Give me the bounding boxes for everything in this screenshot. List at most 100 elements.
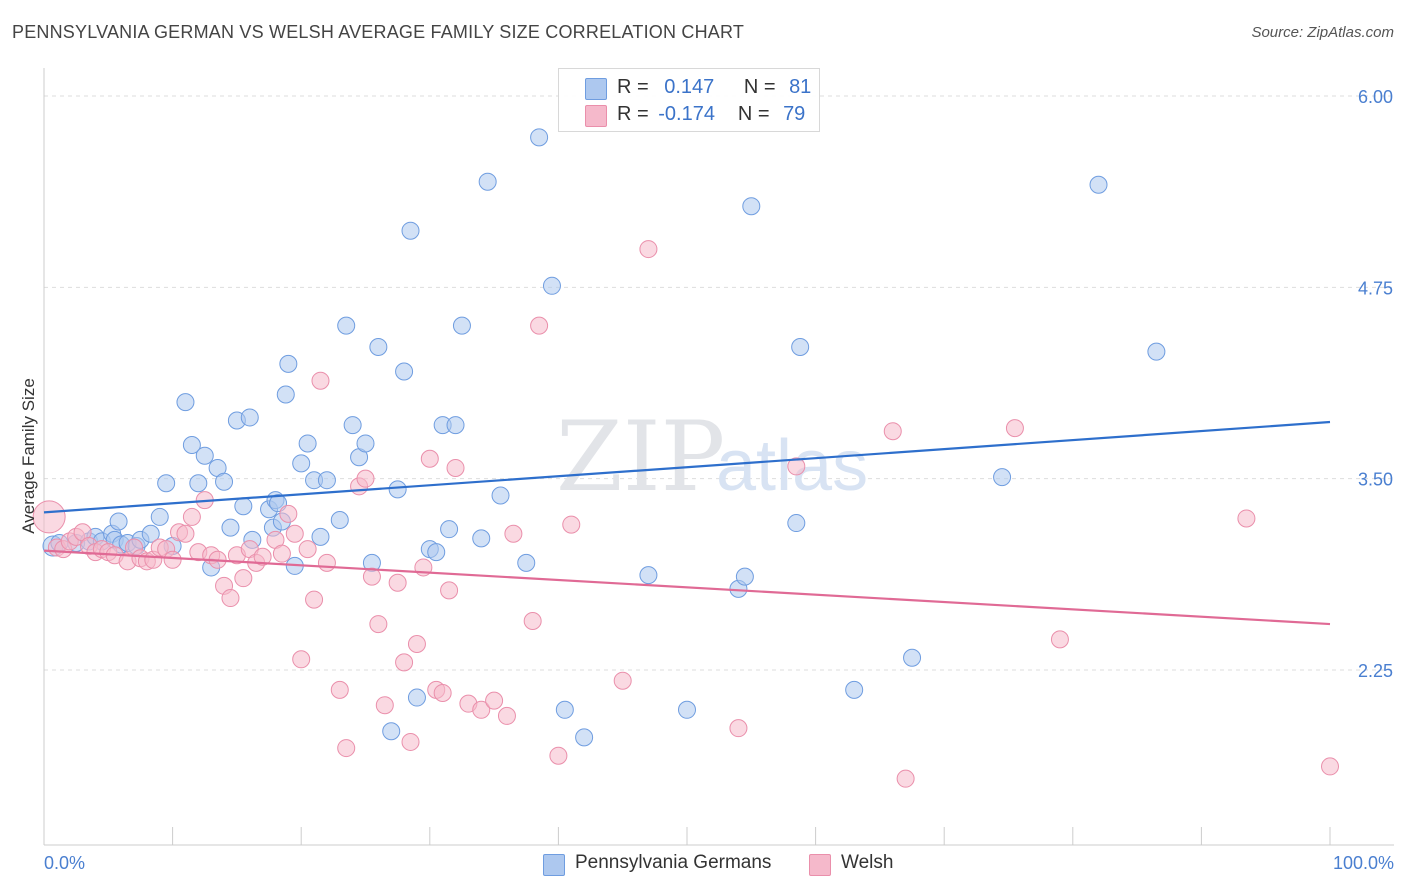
welsh-point bbox=[1005, 419, 1024, 438]
legend-r-value: -0.174 bbox=[658, 103, 715, 125]
welsh-point bbox=[285, 524, 304, 543]
y-tick-label: 3.50 bbox=[1358, 470, 1393, 490]
legend-r-value: 0.147 bbox=[664, 76, 715, 98]
pennsylvania-germans-point bbox=[517, 553, 536, 572]
pennsylvania-germans-point bbox=[150, 507, 169, 526]
bottom-legend-label: Welsh bbox=[841, 852, 894, 873]
welsh-point bbox=[369, 615, 388, 634]
y-axis-label: Average Family Size bbox=[19, 378, 38, 534]
welsh-point bbox=[497, 706, 516, 725]
pennsylvania-germans-point bbox=[382, 722, 401, 741]
pennsylvania-germans-point bbox=[221, 518, 240, 537]
pennsylvania-germans-point bbox=[678, 700, 696, 719]
welsh-point bbox=[182, 507, 201, 526]
welsh-point bbox=[530, 316, 549, 335]
pennsylvania-germans-point bbox=[330, 510, 349, 529]
welsh-point bbox=[298, 540, 317, 559]
y-tick-label: 4.75 bbox=[1358, 278, 1393, 298]
pennsylvania-germans-point bbox=[993, 468, 1012, 487]
pennsylvania-germans-point bbox=[575, 728, 594, 747]
pennsylvania-germans-point bbox=[234, 497, 253, 516]
pennsylvania-germans-point bbox=[845, 680, 864, 699]
welsh-point bbox=[272, 544, 291, 563]
welsh-point bbox=[446, 458, 465, 477]
pennsylvania-germans-point bbox=[195, 446, 214, 465]
welsh-point bbox=[279, 504, 298, 523]
welsh-point bbox=[523, 612, 542, 631]
pennsylvania-germans-point bbox=[791, 338, 810, 357]
pennsylvania-germans-point bbox=[1147, 342, 1166, 361]
y-tick-label: 2.25 bbox=[1358, 661, 1393, 681]
legend-r-label: R = bbox=[617, 76, 649, 98]
pennsylvania-germans-point bbox=[109, 512, 128, 531]
pennsylvania-germans-point bbox=[787, 514, 806, 533]
pennsylvania-germans-point bbox=[742, 197, 761, 216]
welsh-point bbox=[305, 590, 324, 609]
welsh-point bbox=[420, 449, 439, 468]
pennsylvania-germans-point bbox=[395, 362, 414, 381]
welsh-point bbox=[362, 567, 381, 586]
welsh-point bbox=[234, 569, 253, 588]
pennsylvania-germans-point bbox=[369, 338, 388, 357]
y-tick-labels: 2.25 3.50 4.75 6.00 bbox=[1358, 87, 1393, 681]
welsh-point bbox=[472, 700, 491, 719]
x-tick-marks bbox=[172, 827, 1331, 845]
legend-n-label: N = bbox=[737, 103, 770, 125]
correlation-legend: R = 0.147 N = 81 R = -0.174 N = 79 bbox=[558, 68, 820, 132]
pennsylvania-germans-point bbox=[141, 524, 160, 543]
pennsylvania-germans-point bbox=[240, 408, 259, 427]
welsh-point bbox=[883, 422, 902, 441]
welsh-point bbox=[639, 240, 658, 259]
pennsylvania-germans-point bbox=[356, 434, 375, 453]
axes bbox=[43, 68, 1394, 846]
pennsylvania-germans-point bbox=[530, 128, 549, 147]
welsh-point bbox=[896, 769, 915, 788]
pennsylvania-germans-point bbox=[407, 688, 426, 707]
pennsylvania-germans-point bbox=[735, 567, 754, 586]
x-tick-label-min: 0.0% bbox=[44, 853, 85, 873]
watermark: ZIP atlas bbox=[556, 401, 868, 513]
pennsylvania-germans-point bbox=[478, 172, 497, 191]
welsh-point bbox=[729, 719, 748, 738]
welsh-point bbox=[549, 746, 568, 765]
welsh-point bbox=[401, 732, 420, 751]
x-tick-label-max: 100.0% bbox=[1333, 853, 1394, 873]
trend-lines bbox=[43, 420, 1331, 626]
legend-r-label: R = bbox=[617, 103, 649, 125]
pennsylvania-germans-point bbox=[189, 474, 208, 493]
pennsylvania-germans-point bbox=[337, 316, 356, 335]
legend-n-label: N = bbox=[743, 76, 776, 98]
pennsylvania-germans-point bbox=[176, 393, 195, 412]
welsh-point bbox=[253, 547, 272, 566]
chart-title: PENNSYLVANIA GERMAN VS WELSH AVERAGE FAM… bbox=[12, 22, 745, 42]
welsh-point bbox=[311, 371, 330, 390]
y-tick-label: 6.00 bbox=[1358, 87, 1393, 107]
pennsylvania-germans-point bbox=[292, 454, 311, 473]
welsh-point bbox=[337, 739, 356, 758]
pennsylvania-germans-point bbox=[427, 543, 446, 562]
pennsylvania-germans-point bbox=[1089, 175, 1108, 194]
welsh-point bbox=[504, 524, 523, 543]
welsh-point bbox=[407, 634, 426, 653]
welsh-point bbox=[317, 553, 336, 572]
welsh-point bbox=[1050, 630, 1069, 649]
welsh-point bbox=[1321, 757, 1339, 776]
legend-swatch-pink bbox=[585, 105, 607, 127]
legend-n-value: 81 bbox=[789, 76, 812, 98]
welsh-point bbox=[440, 581, 459, 600]
bottom-legend-swatch-blue bbox=[543, 854, 565, 876]
trend-line-pennsylvania-germans bbox=[43, 420, 1331, 514]
welsh-point bbox=[176, 524, 195, 543]
welsh-point bbox=[787, 457, 806, 476]
welsh-point bbox=[562, 515, 581, 534]
watermark-zip: ZIP bbox=[556, 401, 725, 513]
pennsylvania-germans-point bbox=[555, 700, 574, 719]
pennsylvania-germans-point bbox=[542, 276, 561, 295]
pennsylvania-germans-point bbox=[388, 480, 407, 499]
pennsylvania-germans-point bbox=[472, 529, 491, 548]
pennsylvania-germans-point bbox=[317, 471, 336, 490]
pennsylvania-germans-point bbox=[157, 474, 176, 493]
bottom-legend-label: Pennsylvania Germans bbox=[575, 852, 772, 873]
pennsylvania-germans-point bbox=[446, 416, 465, 435]
